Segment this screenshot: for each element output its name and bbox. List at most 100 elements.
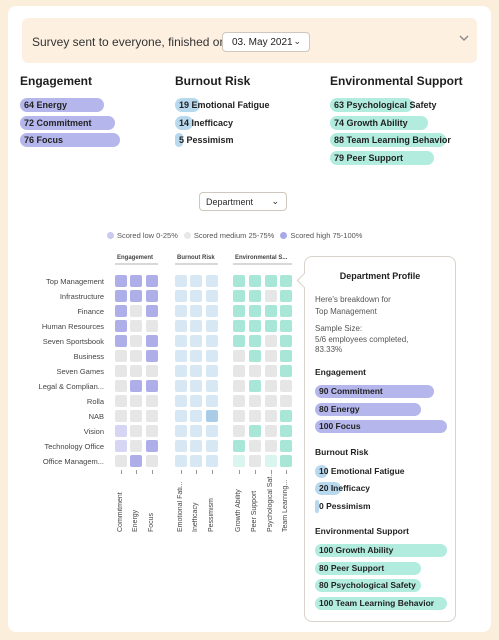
- heatmap-cell[interactable]: [115, 350, 127, 362]
- heatmap-cell[interactable]: [280, 305, 292, 317]
- heatmap-cell[interactable]: [190, 305, 202, 317]
- heatmap-cell[interactable]: [280, 410, 292, 422]
- score-pill[interactable]: 64 Energy: [20, 98, 170, 112]
- heatmap-cell[interactable]: [249, 335, 261, 347]
- heatmap-cell[interactable]: [265, 380, 277, 392]
- heatmap-row-label[interactable]: Office Managem...: [42, 457, 104, 466]
- heatmap-cell[interactable]: [115, 320, 127, 332]
- heatmap-cell[interactable]: [130, 335, 142, 347]
- heatmap-cell[interactable]: [130, 320, 142, 332]
- heatmap-cell[interactable]: [175, 455, 187, 467]
- heatmap-cell[interactable]: [190, 365, 202, 377]
- heatmap-cell[interactable]: [265, 350, 277, 362]
- heatmap-cell[interactable]: [190, 290, 202, 302]
- heatmap-cell[interactable]: [206, 455, 218, 467]
- heatmap-cell[interactable]: [130, 365, 142, 377]
- heatmap-cell[interactable]: [115, 275, 127, 287]
- heatmap-row-label[interactable]: Technology Office: [44, 442, 104, 451]
- heatmap-cell[interactable]: [175, 395, 187, 407]
- score-pill[interactable]: 5 Pessimism: [175, 133, 325, 147]
- heatmap-cell[interactable]: [146, 395, 158, 407]
- survey-banner[interactable]: Survey sent to everyone, finished on 03.…: [22, 18, 477, 63]
- heatmap-cell[interactable]: [233, 410, 245, 422]
- heatmap-cell[interactable]: [233, 275, 245, 287]
- heatmap-row-label[interactable]: Legal & Complian...: [38, 382, 104, 391]
- heatmap-cell[interactable]: [190, 335, 202, 347]
- heatmap-cell[interactable]: [280, 455, 292, 467]
- heatmap-cell[interactable]: [280, 380, 292, 392]
- heatmap-cell[interactable]: [265, 275, 277, 287]
- heatmap-cell[interactable]: [130, 290, 142, 302]
- heatmap-cell[interactable]: [249, 410, 261, 422]
- profile-score-pill[interactable]: 100 Focus: [315, 420, 447, 433]
- score-pill[interactable]: 19 Emotional Fatigue: [175, 98, 325, 112]
- heatmap-row-label[interactable]: Vision: [83, 427, 104, 436]
- heatmap-cell[interactable]: [233, 290, 245, 302]
- heatmap-cell[interactable]: [233, 395, 245, 407]
- heatmap-cell[interactable]: [265, 425, 277, 437]
- heatmap-cell[interactable]: [249, 365, 261, 377]
- heatmap-cell[interactable]: [190, 440, 202, 452]
- heatmap-cell[interactable]: [206, 320, 218, 332]
- heatmap-cell[interactable]: [130, 425, 142, 437]
- heatmap-cell[interactable]: [146, 410, 158, 422]
- heatmap-cell[interactable]: [175, 440, 187, 452]
- heatmap-cell[interactable]: [249, 440, 261, 452]
- heatmap-cell[interactable]: [175, 305, 187, 317]
- heatmap-cell[interactable]: [146, 455, 158, 467]
- heatmap-cell[interactable]: [206, 350, 218, 362]
- heatmap-cell[interactable]: [146, 425, 158, 437]
- heatmap-cell[interactable]: [146, 365, 158, 377]
- heatmap-cell[interactable]: [265, 290, 277, 302]
- heatmap-cell[interactable]: [265, 455, 277, 467]
- heatmap-cell[interactable]: [265, 440, 277, 452]
- heatmap-cell[interactable]: [280, 290, 292, 302]
- heatmap-cell[interactable]: [146, 290, 158, 302]
- heatmap-cell[interactable]: [146, 440, 158, 452]
- profile-score-pill[interactable]: 0 Pessimism: [315, 499, 371, 513]
- heatmap-row-label[interactable]: Human Resources: [41, 322, 104, 331]
- heatmap-cell[interactable]: [265, 365, 277, 377]
- heatmap-cell[interactable]: [130, 455, 142, 467]
- heatmap-cell[interactable]: [206, 425, 218, 437]
- heatmap-cell[interactable]: [233, 440, 245, 452]
- heatmap-cell[interactable]: [249, 305, 261, 317]
- heatmap-row-label[interactable]: Top Management: [46, 277, 104, 286]
- heatmap-cell[interactable]: [146, 335, 158, 347]
- heatmap-row-label[interactable]: Infrastructure: [59, 292, 104, 301]
- heatmap-cell[interactable]: [249, 350, 261, 362]
- heatmap-cell[interactable]: [190, 410, 202, 422]
- heatmap-cell[interactable]: [130, 350, 142, 362]
- date-select[interactable]: 03. May 2021 ⌄: [222, 32, 310, 52]
- heatmap-cell[interactable]: [130, 395, 142, 407]
- heatmap-cell[interactable]: [175, 380, 187, 392]
- heatmap-cell[interactable]: [190, 425, 202, 437]
- heatmap-cell[interactable]: [233, 380, 245, 392]
- heatmap-cell[interactable]: [265, 320, 277, 332]
- heatmap-cell[interactable]: [146, 320, 158, 332]
- profile-score-pill[interactable]: 10 Emotional Fatigue: [315, 464, 405, 478]
- heatmap-cell[interactable]: [190, 275, 202, 287]
- heatmap-cell[interactable]: [130, 275, 142, 287]
- heatmap-cell[interactable]: [206, 335, 218, 347]
- heatmap-cell[interactable]: [206, 365, 218, 377]
- heatmap-cell[interactable]: [190, 395, 202, 407]
- heatmap-row-label[interactable]: NAB: [88, 412, 104, 421]
- heatmap-cell[interactable]: [280, 320, 292, 332]
- heatmap-cell[interactable]: [175, 320, 187, 332]
- heatmap-cell[interactable]: [130, 410, 142, 422]
- heatmap-cell[interactable]: [175, 275, 187, 287]
- heatmap-cell[interactable]: [115, 455, 127, 467]
- heatmap-row-label[interactable]: Seven Sportsbook: [42, 337, 104, 346]
- heatmap-cell[interactable]: [175, 290, 187, 302]
- profile-score-pill[interactable]: 80 Peer Support: [315, 561, 421, 575]
- group-by-select[interactable]: Department ⌄: [199, 192, 287, 211]
- heatmap-cell[interactable]: [190, 380, 202, 392]
- heatmap-cell[interactable]: [265, 395, 277, 407]
- heatmap-cell[interactable]: [206, 440, 218, 452]
- heatmap-cell[interactable]: [233, 335, 245, 347]
- heatmap-cell[interactable]: [115, 425, 127, 437]
- heatmap-cell[interactable]: [249, 425, 261, 437]
- heatmap-cell[interactable]: [190, 350, 202, 362]
- heatmap-cell[interactable]: [233, 425, 245, 437]
